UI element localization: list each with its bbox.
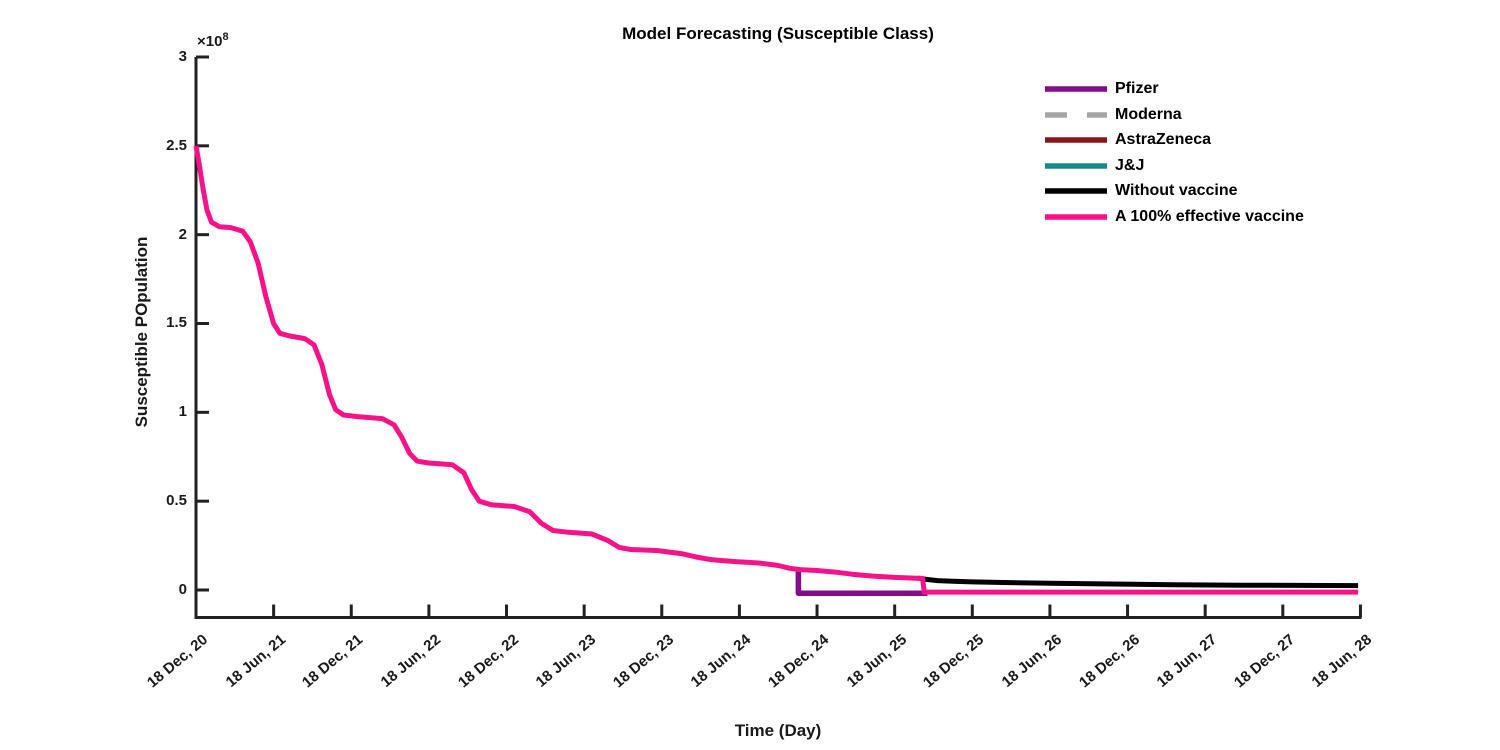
legend-item-a-100-effective-vaccine: A 100% effective vaccine	[1045, 207, 1304, 227]
legend-label-j-j: J&J	[1115, 156, 1145, 174]
legend-swatch-without-vaccine	[1045, 188, 1107, 195]
legend-item-j-j: J&J	[1045, 156, 1144, 176]
y-tick-label-1: 0.5	[166, 492, 187, 510]
chart-title: Model Forecasting (Susceptible Class)	[622, 24, 934, 43]
y-axis-exponent: ×108	[197, 31, 229, 50]
legend-swatch-astrazeneca	[1045, 137, 1107, 143]
legend-swatch-pfizer	[1045, 86, 1107, 92]
legend-swatch-a-100-effective-vaccine	[1045, 214, 1107, 220]
legend-item-pfizer: Pfizer	[1045, 79, 1159, 99]
legend-label-pfizer: Pfizer	[1115, 80, 1159, 97]
legend-swatch-j-j	[1045, 163, 1107, 169]
y-tick-label-0: 0	[178, 581, 187, 598]
x-axis-label: Time (Day)	[734, 721, 822, 740]
legend-label-moderna: Moderna	[1115, 105, 1182, 123]
y-tick-label-6: 3	[178, 47, 187, 65]
plot-line-pfizer	[795, 570, 928, 596]
y-axis-exponent-power: 8	[222, 31, 229, 43]
y-tick-label-3: 1.5	[166, 314, 187, 332]
legend-item-without-vaccine: Without vaccine	[1045, 181, 1238, 201]
legend-label-without-vaccine: Without vaccine	[1115, 182, 1238, 200]
legend-item-astrazeneca: AstraZeneca	[1045, 130, 1211, 150]
legend-swatch-moderna	[1045, 111, 1107, 118]
plot-line-without-vaccine	[917, 575, 1359, 589]
y-tick-label-4: 2	[178, 225, 187, 243]
legend-label-astrazeneca: AstraZeneca	[1115, 131, 1212, 149]
legend-label-a-100-effective-vaccine: A 100% effective vaccine	[1115, 208, 1304, 225]
y-axis-exponent-base: ×10	[197, 33, 223, 50]
y-tick-label-2: 1	[178, 403, 187, 421]
legend-item-moderna: Moderna	[1045, 105, 1182, 125]
y-tick-label-5: 2.5	[166, 136, 187, 154]
plot-line-a-100-effective-vaccine	[193, 145, 1359, 595]
